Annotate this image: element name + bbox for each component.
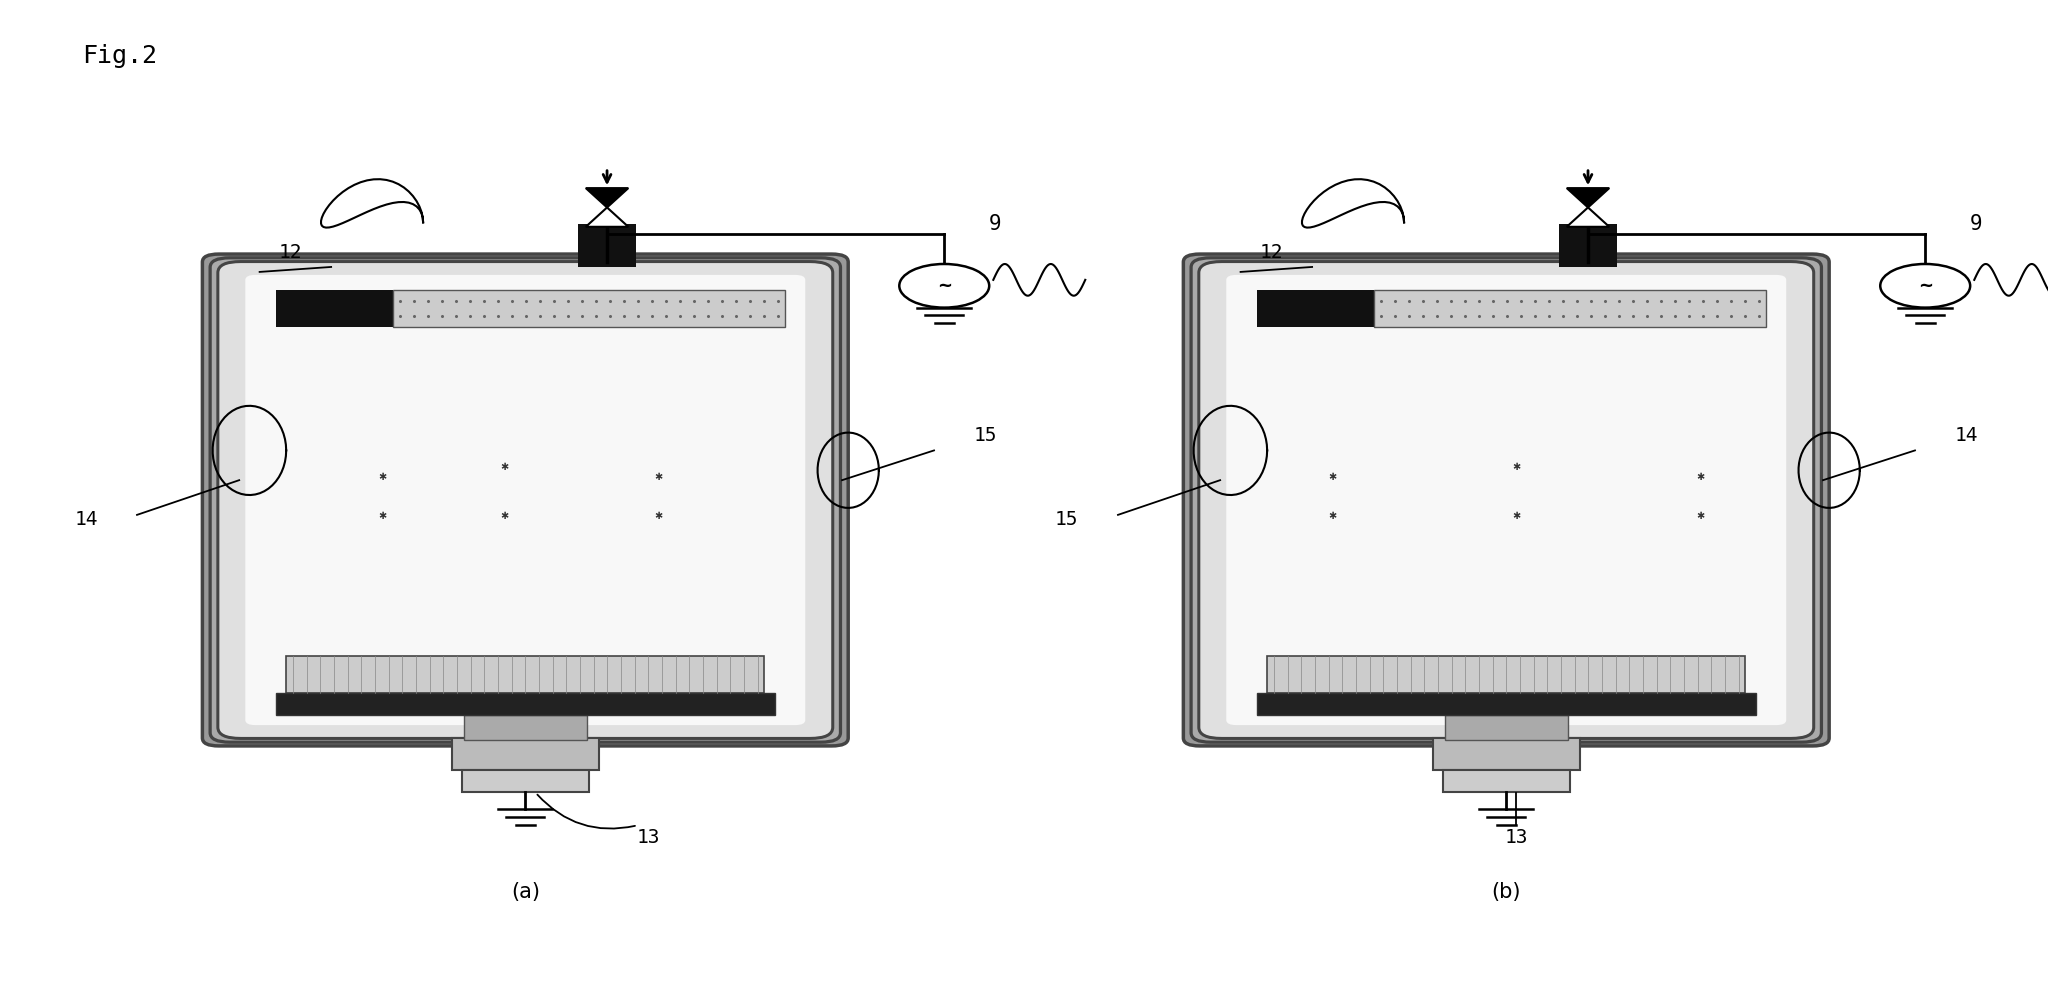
Text: 14: 14 <box>1954 426 1978 445</box>
Text: 13: 13 <box>1504 828 1529 847</box>
Bar <box>394 290 784 327</box>
Text: ✱: ✱ <box>1697 511 1705 521</box>
Text: (b): (b) <box>1492 882 1521 902</box>
FancyBboxPatch shape <box>246 275 804 725</box>
Bar <box>1432 738 1580 770</box>
Bar <box>275 290 394 327</box>
Bar <box>285 656 765 693</box>
Polygon shape <box>1568 207 1609 227</box>
Text: ✱: ✱ <box>1512 511 1521 521</box>
Polygon shape <box>585 188 628 207</box>
Bar <box>1445 715 1568 740</box>
Text: 13: 13 <box>636 828 659 847</box>
Text: 15: 15 <box>1055 510 1079 529</box>
Text: Fig.2: Fig.2 <box>82 44 156 68</box>
Bar <box>464 715 587 740</box>
Bar <box>1258 290 1375 327</box>
FancyBboxPatch shape <box>1190 258 1822 742</box>
Bar <box>462 770 589 792</box>
Circle shape <box>1880 264 1970 308</box>
Text: 15: 15 <box>973 426 997 445</box>
Text: 9: 9 <box>989 214 1001 234</box>
Circle shape <box>899 264 989 308</box>
Text: ✱: ✱ <box>1697 472 1705 482</box>
Text: ✱: ✱ <box>1328 472 1336 482</box>
Polygon shape <box>585 207 628 227</box>
Text: 12: 12 <box>1260 243 1282 262</box>
Text: ✱: ✱ <box>1512 462 1521 472</box>
Text: ~: ~ <box>938 277 952 295</box>
Text: ✱: ✱ <box>1328 511 1336 521</box>
Bar <box>275 693 774 715</box>
Text: 9: 9 <box>1970 214 1982 234</box>
Text: ~: ~ <box>1919 277 1933 295</box>
FancyBboxPatch shape <box>1227 275 1785 725</box>
Text: ✱: ✱ <box>655 511 663 521</box>
Bar <box>1560 224 1617 267</box>
Text: ✱: ✱ <box>501 511 509 521</box>
Bar <box>451 738 599 770</box>
Polygon shape <box>1568 188 1609 207</box>
Bar <box>1268 656 1746 693</box>
Text: ✱: ✱ <box>655 472 663 482</box>
Text: ✱: ✱ <box>501 462 509 472</box>
Text: ✱: ✱ <box>378 472 386 482</box>
Bar <box>579 224 636 267</box>
Bar <box>1375 290 1767 327</box>
Bar <box>1443 770 1570 792</box>
FancyBboxPatch shape <box>209 258 841 742</box>
FancyBboxPatch shape <box>1184 254 1828 746</box>
Text: 14: 14 <box>74 510 98 529</box>
Text: ✱: ✱ <box>378 511 386 521</box>
Text: 12: 12 <box>279 243 302 262</box>
FancyBboxPatch shape <box>203 254 847 746</box>
FancyBboxPatch shape <box>218 262 833 738</box>
FancyBboxPatch shape <box>1198 262 1814 738</box>
Bar <box>1258 693 1757 715</box>
Text: (a): (a) <box>511 882 540 902</box>
